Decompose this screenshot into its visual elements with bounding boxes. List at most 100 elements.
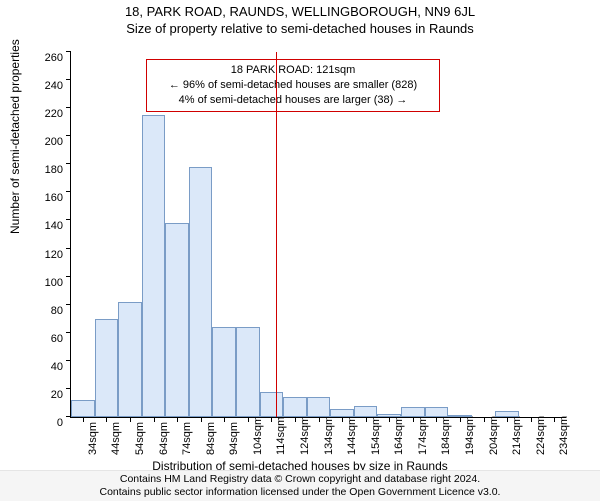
xtick-mark bbox=[413, 417, 414, 422]
histogram-bar bbox=[425, 407, 449, 417]
histogram-bar bbox=[95, 319, 119, 417]
ytick-label: 40 bbox=[33, 361, 63, 373]
ytick-mark bbox=[66, 191, 71, 192]
xtick-mark bbox=[554, 417, 555, 422]
ytick-mark bbox=[66, 163, 71, 164]
histogram-bar bbox=[236, 327, 260, 417]
histogram-bar bbox=[189, 167, 213, 417]
histogram-bar bbox=[165, 223, 189, 417]
xtick-mark bbox=[507, 417, 508, 422]
xtick-label: 114sqm bbox=[275, 417, 287, 455]
ytick-mark bbox=[66, 51, 71, 52]
ytick-mark bbox=[66, 360, 71, 361]
xtick-label: 154sqm bbox=[370, 416, 382, 455]
footer-line-2: Contains public sector information licen… bbox=[0, 486, 600, 499]
xtick-label: 124sqm bbox=[299, 416, 311, 455]
xtick-mark bbox=[531, 417, 532, 422]
histogram-bar bbox=[212, 327, 236, 417]
xtick-label: 194sqm bbox=[464, 416, 476, 455]
xtick-mark bbox=[224, 417, 225, 422]
histogram-bar bbox=[401, 407, 425, 417]
xtick-mark bbox=[342, 417, 343, 422]
xtick-mark bbox=[484, 417, 485, 422]
ytick-label: 200 bbox=[33, 136, 63, 148]
chart-container: 18, PARK ROAD, RAUNDS, WELLINGBOROUGH, N… bbox=[0, 4, 600, 504]
ytick-label: 180 bbox=[33, 164, 63, 176]
xtick-mark bbox=[201, 417, 202, 422]
xtick-label: 234sqm bbox=[558, 416, 570, 455]
ytick-mark bbox=[66, 219, 71, 220]
xtick-label: 94sqm bbox=[228, 422, 240, 455]
xtick-mark bbox=[295, 417, 296, 422]
xtick-label: 164sqm bbox=[393, 416, 405, 455]
xtick-mark bbox=[248, 417, 249, 422]
xtick-label: 34sqm bbox=[87, 422, 99, 455]
ytick-label: 240 bbox=[33, 80, 63, 92]
histogram-bar bbox=[495, 411, 519, 417]
ytick-label: 20 bbox=[33, 389, 63, 401]
ytick-label: 0 bbox=[33, 417, 63, 429]
xtick-label: 74sqm bbox=[181, 422, 193, 455]
ytick-label: 160 bbox=[33, 192, 63, 204]
histogram-bar bbox=[142, 115, 166, 417]
xtick-label: 204sqm bbox=[488, 416, 500, 455]
ytick-mark bbox=[66, 276, 71, 277]
xtick-mark bbox=[154, 417, 155, 422]
xtick-mark bbox=[83, 417, 84, 422]
xtick-mark bbox=[366, 417, 367, 422]
xtick-label: 104sqm bbox=[252, 416, 264, 455]
xtick-label: 84sqm bbox=[205, 422, 217, 455]
ytick-mark bbox=[66, 79, 71, 80]
ytick-mark bbox=[66, 332, 71, 333]
histogram-bar bbox=[307, 397, 331, 417]
histogram-bar bbox=[283, 397, 307, 417]
ytick-mark bbox=[66, 107, 71, 108]
chart-title: 18, PARK ROAD, RAUNDS, WELLINGBOROUGH, N… bbox=[0, 4, 600, 19]
footer-line-1: Contains HM Land Registry data © Crown c… bbox=[0, 473, 600, 486]
ytick-label: 60 bbox=[33, 333, 63, 345]
xtick-mark bbox=[389, 417, 390, 422]
xtick-mark bbox=[460, 417, 461, 422]
chart-subtitle: Size of property relative to semi-detach… bbox=[0, 21, 600, 36]
footer: Contains HM Land Registry data © Crown c… bbox=[0, 470, 600, 501]
histogram-bar bbox=[260, 392, 284, 417]
ytick-mark bbox=[66, 388, 71, 389]
ytick-label: 120 bbox=[33, 249, 63, 261]
ytick-mark bbox=[66, 304, 71, 305]
info-box: 18 PARK ROAD: 121sqm ← 96% of semi-detac… bbox=[146, 59, 440, 112]
histogram-bar bbox=[448, 415, 472, 417]
info-line-3: 4% of semi-detached houses are larger (3… bbox=[153, 93, 433, 108]
histogram-bar bbox=[71, 400, 95, 417]
histogram-bar bbox=[330, 409, 354, 417]
xtick-mark bbox=[177, 417, 178, 422]
histogram-bar bbox=[354, 406, 378, 417]
xtick-label: 224sqm bbox=[535, 416, 547, 455]
xtick-mark bbox=[106, 417, 107, 422]
ytick-mark bbox=[66, 248, 71, 249]
ytick-label: 220 bbox=[33, 108, 63, 120]
xtick-label: 144sqm bbox=[346, 416, 358, 455]
reference-line bbox=[276, 52, 277, 417]
ytick-label: 140 bbox=[33, 220, 63, 232]
xtick-label: 54sqm bbox=[134, 422, 146, 455]
xtick-label: 214sqm bbox=[511, 416, 523, 455]
xtick-label: 184sqm bbox=[440, 416, 452, 455]
xtick-label: 64sqm bbox=[158, 422, 170, 455]
xtick-mark bbox=[271, 417, 272, 422]
xtick-mark bbox=[436, 417, 437, 422]
y-axis-label: Number of semi-detached properties bbox=[8, 39, 22, 234]
ytick-label: 260 bbox=[33, 52, 63, 64]
info-line-1: 18 PARK ROAD: 121sqm bbox=[153, 63, 433, 78]
histogram-bar bbox=[118, 302, 142, 417]
xtick-label: 174sqm bbox=[417, 416, 429, 455]
plot-area: 18 PARK ROAD: 121sqm ← 96% of semi-detac… bbox=[70, 52, 566, 418]
ytick-mark bbox=[66, 135, 71, 136]
xtick-mark bbox=[130, 417, 131, 422]
xtick-label: 134sqm bbox=[323, 416, 335, 455]
histogram-bar bbox=[377, 414, 401, 417]
info-line-2: ← 96% of semi-detached houses are smalle… bbox=[153, 78, 433, 93]
xtick-mark bbox=[319, 417, 320, 422]
ytick-label: 80 bbox=[33, 305, 63, 317]
xtick-label: 44sqm bbox=[110, 422, 122, 455]
ytick-label: 100 bbox=[33, 277, 63, 289]
